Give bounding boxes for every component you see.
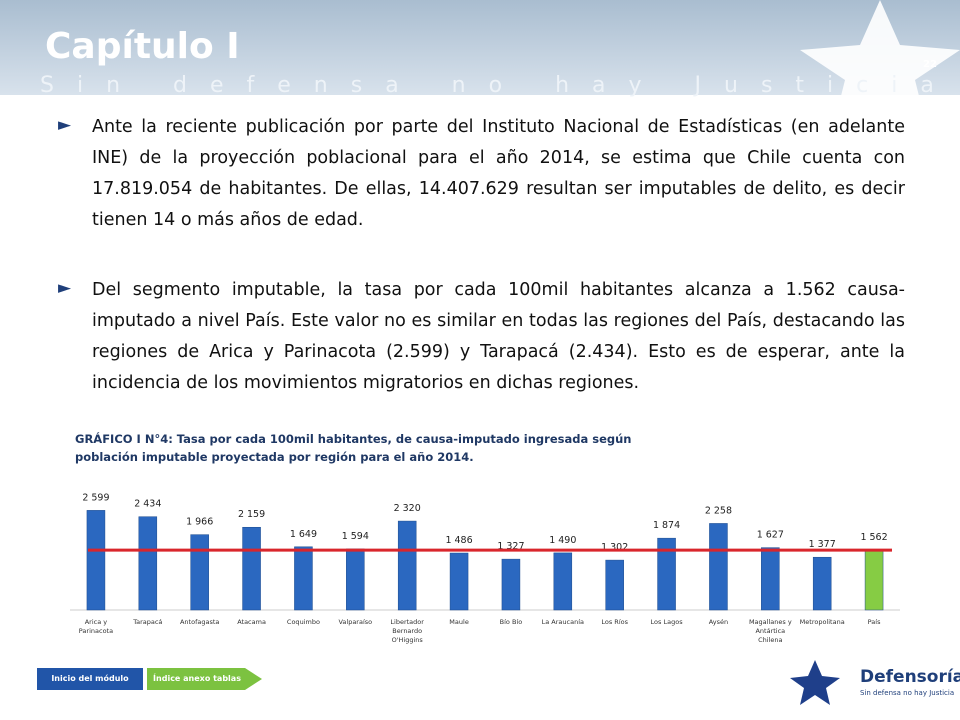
category-label: Los Lagos — [650, 618, 683, 626]
header-subtitle: Sin defensa no hay Justicia — [40, 73, 957, 98]
logo-star — [790, 660, 840, 705]
button-shape[interactable] — [147, 668, 262, 690]
value-label: 1 486 — [445, 535, 472, 546]
logo-name: Defensoría — [860, 667, 960, 687]
category-label: Antofagasta — [179, 618, 220, 626]
bar — [346, 548, 365, 611]
header-star — [800, 0, 960, 140]
bar — [605, 559, 624, 611]
bullet: ► — [58, 115, 72, 135]
category-label: Los Ríos — [601, 618, 628, 626]
bar — [294, 546, 313, 611]
logo-tagline: Sin defensa no hay Justicia — [860, 689, 954, 697]
bar — [86, 510, 106, 611]
value-label: 1 594 — [342, 531, 369, 542]
bar — [449, 552, 469, 611]
bar — [864, 549, 884, 611]
category-label: País — [867, 618, 881, 626]
category-label: Coquimbo — [286, 618, 320, 626]
value-label: 1 327 — [497, 541, 524, 552]
chart: 2 599 2 434 1 966 2 159 1 649 1 594 2 320 1 486… — [70, 492, 900, 611]
value-label: 1 966 — [186, 517, 213, 528]
chart-title: GRÁFICO I N°4: Tasa por cada 100mil habi… — [75, 432, 632, 464]
paragraph: Ante la reciente publicación por parte d… — [92, 117, 905, 230]
bullet: ► — [58, 278, 72, 298]
category-label: Atacama — [237, 618, 266, 626]
category-label: Tarapacá — [133, 618, 163, 626]
bar — [190, 534, 209, 611]
bar — [812, 556, 832, 611]
bar — [242, 526, 261, 611]
value-label: 1 562 — [860, 532, 887, 543]
paragraph: Del segmento imputable, la tasa por cada… — [92, 280, 905, 393]
category-label: Bío Bío — [499, 618, 523, 626]
value-label: 2 159 — [238, 509, 265, 520]
bar — [138, 516, 158, 611]
page-number: 22 — [923, 59, 937, 70]
bar — [501, 558, 521, 611]
value-label: 1 490 — [549, 535, 576, 546]
bar — [553, 552, 573, 611]
category-label: Metropolitana — [799, 618, 845, 626]
category-label: Arica y Parinacota — [78, 618, 114, 635]
value-label: 2 320 — [394, 503, 421, 514]
bar — [657, 537, 676, 611]
value-label: 2 258 — [705, 505, 732, 516]
header-title: Capítulo I — [45, 26, 240, 67]
category-label: Maule — [449, 618, 469, 626]
category-label: La Araucanía — [541, 618, 584, 626]
category-label: Aysén — [708, 618, 729, 626]
value-label: 2 599 — [82, 492, 109, 503]
value-label: 1 649 — [290, 529, 317, 540]
value-label: 1 627 — [757, 530, 784, 541]
category-label: Magallanes y Antártica Chilena — [748, 618, 792, 644]
value-label: 2 434 — [134, 499, 161, 510]
value-label: 1 377 — [809, 539, 836, 550]
bar — [761, 547, 780, 611]
header-band — [0, 0, 960, 95]
bar — [397, 520, 417, 611]
button[interactable]: Inicio del módulo — [51, 674, 129, 683]
category-label: Libertador Bernardo O'Higgins — [390, 618, 424, 644]
bar — [709, 523, 728, 611]
value-label: 1 874 — [653, 520, 680, 531]
category-label: Valparaíso — [338, 618, 373, 626]
value-label: 1 302 — [601, 542, 628, 553]
button-shape[interactable] — [37, 668, 143, 690]
button[interactable]: Índice anexo tablas — [153, 674, 241, 683]
